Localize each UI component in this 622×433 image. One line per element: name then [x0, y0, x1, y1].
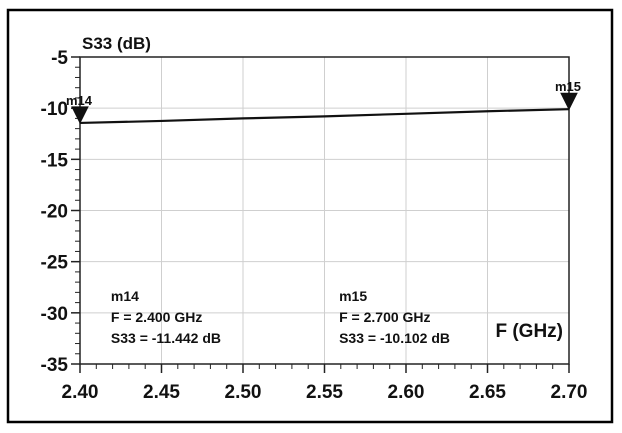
x-tick-label: 2.70: [551, 382, 588, 403]
marker-m14-readout-line: S33 = -11.442 dB: [111, 330, 221, 346]
marker-m15-readout-line: F = 2.700 GHz: [339, 309, 430, 325]
x-tick-label: 2.45: [143, 382, 180, 403]
y-tick-label: -35: [41, 355, 69, 376]
x-tick-label: 2.50: [225, 382, 262, 403]
y-tick-label: -20: [41, 202, 68, 223]
marker-m14-readout-line: m14: [111, 288, 139, 304]
x-tick-label: 2.65: [469, 382, 506, 403]
y-tick-label: -30: [41, 304, 68, 325]
marker-m14-readout-line: F = 2.400 GHz: [111, 309, 202, 325]
x-tick-label: 2.40: [62, 382, 99, 403]
chart-title: S33 (dB): [82, 34, 151, 53]
x-axis-label: F (GHz): [495, 321, 563, 342]
marker-m15-icon[interactable]: [560, 92, 578, 111]
marker-m14-icon[interactable]: [71, 106, 89, 125]
marker-m15-readout-line: S33 = -10.102 dB: [339, 330, 450, 346]
chart-frame: [6, 8, 614, 424]
x-tick-label: 2.55: [306, 382, 343, 403]
marker-m15-label: m15: [555, 79, 581, 94]
marker-m14-label: m14: [66, 93, 93, 108]
x-tick-label: 2.60: [388, 382, 425, 403]
y-tick-label: -15: [41, 150, 69, 171]
y-tick-label: -5: [51, 48, 68, 69]
y-tick-label: -25: [41, 253, 69, 274]
marker-m15-readout-line: m15: [339, 288, 367, 304]
y-tick-label: -10: [41, 99, 68, 120]
series-line: [79, 108, 570, 125]
